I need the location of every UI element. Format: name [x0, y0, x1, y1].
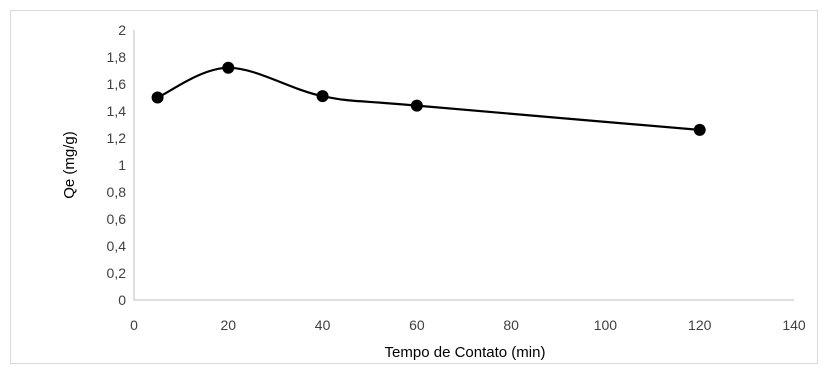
series-line — [157, 66, 700, 131]
y-axis-title: Qe (mg/g) — [61, 131, 78, 199]
x-tick-label: 20 — [220, 317, 236, 333]
x-tick-label: 0 — [130, 317, 138, 333]
data-point — [222, 61, 235, 74]
x-axis-ticks: 0 20 40 60 80 100 120 140 — [130, 317, 806, 333]
data-point — [693, 123, 706, 136]
y-tick-label: 0,8 — [107, 184, 127, 200]
y-tick-label: 0,6 — [107, 211, 127, 227]
x-axis-title: Tempo de Contato (min) — [385, 344, 546, 361]
data-point — [151, 91, 164, 104]
x-tick-label: 40 — [315, 317, 331, 333]
x-tick-label: 60 — [409, 317, 425, 333]
y-tick-label: 1 — [118, 157, 126, 173]
y-axis-ticks: 0 0,2 0,4 0,6 0,8 1 1,2 1,4 1,6 1,8 2 — [107, 22, 127, 308]
x-tick-label: 120 — [688, 317, 712, 333]
data-point — [410, 99, 423, 112]
y-tick-label: 1,4 — [107, 103, 127, 119]
y-tick-label: 0 — [118, 292, 126, 308]
data-point — [316, 90, 329, 103]
series-points — [151, 61, 706, 136]
y-tick-label: 1,8 — [107, 49, 127, 65]
x-tick-label: 140 — [782, 317, 806, 333]
x-tick-label: 80 — [503, 317, 519, 333]
y-tick-label: 1,6 — [107, 76, 127, 92]
x-tick-label: 100 — [594, 317, 618, 333]
chart-frame — [10, 10, 818, 364]
y-tick-label: 2 — [118, 22, 126, 38]
y-tick-label: 0,2 — [107, 265, 127, 281]
y-tick-label: 1,2 — [107, 130, 127, 146]
y-tick-label: 0,4 — [107, 238, 127, 254]
